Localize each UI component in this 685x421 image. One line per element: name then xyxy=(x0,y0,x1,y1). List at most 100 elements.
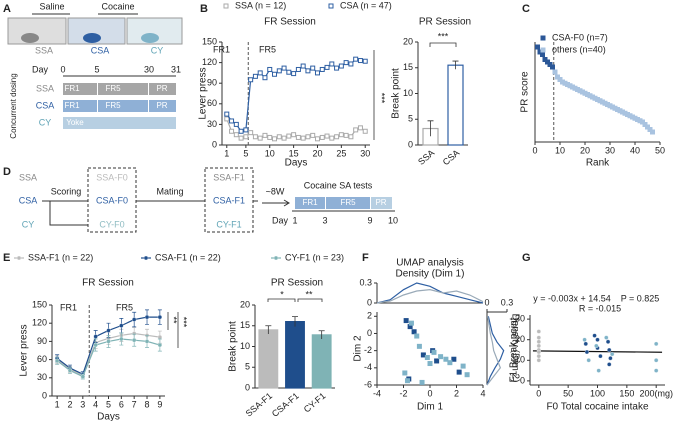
phase-label: FR1 xyxy=(64,101,80,110)
point xyxy=(583,341,588,346)
point xyxy=(233,132,239,138)
step-label: Cocaine SA tests xyxy=(304,180,373,190)
error-bar xyxy=(292,316,298,327)
chart-title: UMAP analysis xyxy=(396,258,464,269)
panel-label: A xyxy=(3,3,11,15)
y-tick-label: 0 xyxy=(245,382,250,392)
phase-label: PR xyxy=(156,84,167,93)
point xyxy=(536,358,541,363)
x-tick-label: 30 xyxy=(360,148,370,158)
error-bar xyxy=(318,330,325,340)
group-label: SSA xyxy=(19,172,37,182)
x-tick-label: 20 xyxy=(312,148,322,158)
group-label: SSA xyxy=(35,45,53,55)
point xyxy=(535,44,540,50)
phase-label: Yoke xyxy=(66,118,84,127)
panel-label: D xyxy=(3,166,11,178)
point xyxy=(404,378,410,384)
y-tick-label: 30 xyxy=(37,372,47,382)
point xyxy=(431,349,437,355)
point xyxy=(654,368,659,373)
point xyxy=(536,349,541,355)
y-tick-label: 15 xyxy=(403,62,413,72)
point xyxy=(267,134,273,140)
x-axis-label: Dim 1 xyxy=(417,402,444,413)
y-axis-label: Break point xyxy=(391,68,402,119)
point xyxy=(607,347,612,353)
phase xyxy=(63,117,176,129)
x-tick-label: 10 xyxy=(265,148,275,158)
annotation: * xyxy=(280,289,284,299)
box xyxy=(204,167,254,233)
legend-marker xyxy=(223,3,229,9)
point xyxy=(319,66,325,72)
day: 9 xyxy=(367,215,372,225)
fit-line xyxy=(532,350,663,353)
legend-marker xyxy=(328,3,334,9)
point xyxy=(295,134,301,140)
error-bar xyxy=(265,325,272,335)
point xyxy=(300,135,306,141)
point xyxy=(286,69,292,75)
legend-label: others (n=40) xyxy=(552,44,606,54)
point xyxy=(654,358,659,363)
point xyxy=(598,354,603,359)
series-line xyxy=(486,316,502,386)
point xyxy=(338,132,344,138)
bar xyxy=(311,334,332,389)
y-tick-label: 120 xyxy=(32,318,47,328)
group-label: CSA-F1 xyxy=(213,195,245,205)
x-tick-label: 2 xyxy=(454,388,459,398)
day: 5 xyxy=(94,64,99,74)
row-label: CSA xyxy=(36,100,55,110)
point xyxy=(300,63,306,69)
panel-label: B xyxy=(200,3,208,15)
x-tick-label: 7 xyxy=(132,399,137,409)
point xyxy=(334,65,340,71)
group-label: CY-F1 xyxy=(216,219,241,229)
x-tick-label: CSA xyxy=(441,148,462,168)
phase-label: PR xyxy=(156,101,167,110)
y-axis-label: PR score xyxy=(520,71,531,113)
point xyxy=(238,128,244,134)
x-tick-label: 0 xyxy=(427,388,432,398)
y-tick-label: 10 xyxy=(403,88,413,98)
point xyxy=(650,129,655,135)
y-tick-label: 30 xyxy=(207,119,217,129)
panel-label: C xyxy=(522,3,530,15)
x-tick-label: CY-F1 xyxy=(302,391,328,415)
mouse xyxy=(83,33,101,43)
y-tick-label: 0 xyxy=(42,390,47,400)
x-tick-label: 200(mg) xyxy=(639,388,673,398)
error-bar xyxy=(452,60,459,70)
point xyxy=(324,64,330,70)
point xyxy=(224,116,230,122)
point xyxy=(54,358,60,363)
y-tick-label: 60 xyxy=(37,354,47,364)
point xyxy=(248,130,254,136)
annotation: *** xyxy=(438,31,449,41)
point xyxy=(224,111,230,117)
y-axis-label: Lever press xyxy=(19,324,30,376)
y-tick-label: 0 xyxy=(520,375,525,385)
error-bar xyxy=(427,120,434,137)
x-tick-label: 15 xyxy=(289,148,299,158)
point xyxy=(243,127,249,133)
phase xyxy=(98,100,148,112)
y-tick-label: 10 xyxy=(240,341,250,351)
chart-title: FR Session xyxy=(264,17,316,28)
point xyxy=(438,354,444,360)
x-tick-label: 0 xyxy=(536,388,541,398)
point xyxy=(362,58,368,64)
point xyxy=(119,336,124,342)
group-label: CY xyxy=(151,45,164,55)
point xyxy=(584,349,590,355)
point xyxy=(119,323,124,328)
phase-label: FR5 xyxy=(105,101,121,110)
y-tick-label: 30 xyxy=(515,313,525,323)
bracket xyxy=(267,298,296,302)
point xyxy=(248,77,254,83)
point xyxy=(276,134,282,140)
x-tick-label: 9 xyxy=(157,399,162,409)
